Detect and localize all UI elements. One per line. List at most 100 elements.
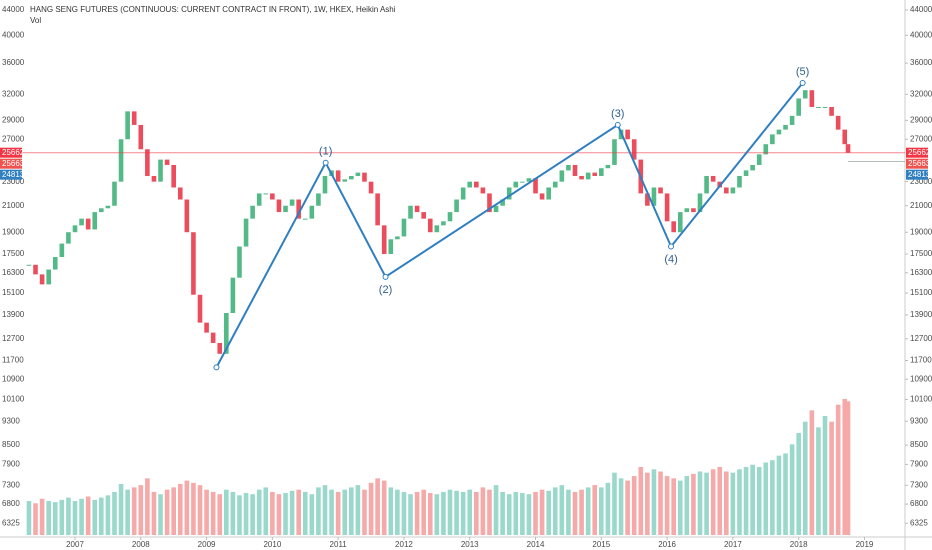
candle	[52, 257, 58, 270]
wave-point	[799, 79, 806, 86]
candle	[559, 170, 565, 182]
candle	[441, 221, 446, 226]
candle	[783, 124, 788, 130]
y-tick-label: 36000	[910, 58, 932, 67]
candle	[210, 332, 216, 343]
y-tick-label: 7900	[910, 460, 928, 469]
volume-bar	[605, 482, 611, 535]
volume-bar	[737, 469, 742, 535]
candle	[671, 221, 676, 233]
volume-bar	[355, 485, 361, 535]
volume-bar	[329, 489, 334, 535]
volume-bar	[845, 401, 851, 535]
candle	[809, 90, 815, 107]
volume-bar	[631, 476, 637, 535]
volume-bar	[395, 489, 400, 535]
volume-bar	[381, 480, 387, 535]
volume-bar	[500, 491, 505, 535]
x-tick-label: 2008	[132, 540, 150, 549]
candle	[427, 218, 433, 233]
volume-bar	[322, 485, 328, 535]
x-tick-label: 2014	[527, 540, 545, 549]
candle	[243, 218, 249, 247]
y-tick-label: 44000	[910, 5, 932, 14]
price-badge-right	[906, 158, 928, 169]
volume-bar	[559, 485, 565, 535]
candle	[191, 232, 196, 295]
y-tick-label-left: 17500	[2, 249, 25, 258]
candle	[381, 225, 387, 254]
y-tick-label-left: 12700	[2, 334, 25, 343]
volume-bar	[842, 399, 848, 535]
volume-bar	[237, 495, 242, 535]
y-tick-label-left: 19000	[2, 227, 25, 236]
volume-bar	[816, 427, 821, 535]
x-tick-label: 2007	[66, 540, 84, 549]
candle	[302, 218, 308, 220]
candle	[724, 187, 729, 194]
volume-bar	[375, 478, 380, 535]
volume-bar	[717, 467, 723, 535]
y-tick-label: 12700	[910, 334, 932, 343]
volume-bar	[171, 487, 176, 535]
candle	[105, 205, 111, 209]
x-tick-label: 2010	[263, 540, 281, 549]
candle	[66, 232, 71, 244]
candle	[401, 218, 407, 237]
volume-bar	[26, 501, 32, 535]
y-tick-label-left: 7300	[2, 480, 20, 489]
volume-bar	[342, 489, 348, 535]
volume-bar	[270, 491, 275, 535]
candle	[217, 342, 223, 354]
candle	[237, 246, 242, 278]
candle	[750, 164, 755, 171]
volume-bar	[546, 490, 551, 535]
y-tick-label-left: 23000	[2, 177, 25, 186]
volume-bar	[256, 489, 262, 535]
candle	[197, 294, 203, 323]
volume-bar	[46, 501, 51, 535]
volume-bar	[151, 491, 157, 535]
candle	[585, 172, 591, 180]
y-tick-label-left: 29000	[2, 115, 25, 124]
candle	[658, 187, 663, 194]
y-tick-label-left: 40000	[2, 30, 25, 39]
volume-bar	[33, 503, 38, 535]
x-tick-label: 2012	[395, 540, 413, 549]
volume-bar	[158, 494, 163, 535]
x-tick-label: 2016	[658, 540, 676, 549]
volume-bar	[441, 491, 446, 535]
volume-bar	[730, 472, 736, 535]
y-tick-label-left: 21000	[2, 201, 25, 210]
volume-bar	[362, 489, 367, 535]
y-tick-label-left: 13900	[2, 310, 25, 319]
volume-bar	[539, 489, 545, 535]
candle	[756, 154, 762, 165]
y-tick-label: 29000	[910, 115, 932, 124]
volume-bar	[487, 489, 492, 535]
candle	[79, 218, 84, 226]
candle	[434, 225, 440, 233]
y-tick-label-left: 6800	[2, 499, 20, 508]
volume-bar	[224, 489, 229, 535]
candle	[743, 170, 749, 176]
volume-bar	[625, 480, 630, 535]
volume-bar	[750, 464, 755, 535]
volume-bar	[743, 467, 749, 535]
candle	[177, 187, 183, 200]
candle	[230, 277, 236, 314]
y-tick-label: 23000	[910, 177, 932, 186]
volume-bar	[112, 491, 117, 535]
x-tick-label: 2015	[592, 540, 610, 549]
candle	[296, 199, 301, 219]
y-tick-label: 9300	[910, 416, 928, 425]
candle	[270, 193, 275, 200]
candle	[460, 187, 466, 200]
candle	[631, 139, 637, 160]
candle	[539, 193, 545, 200]
y-tick-label: 7300	[910, 480, 928, 489]
wave-label: (1)	[319, 146, 332, 158]
y-tick-label: 6325	[910, 518, 928, 527]
candle	[704, 175, 709, 194]
y-tick-label-left: 27000	[2, 134, 25, 143]
